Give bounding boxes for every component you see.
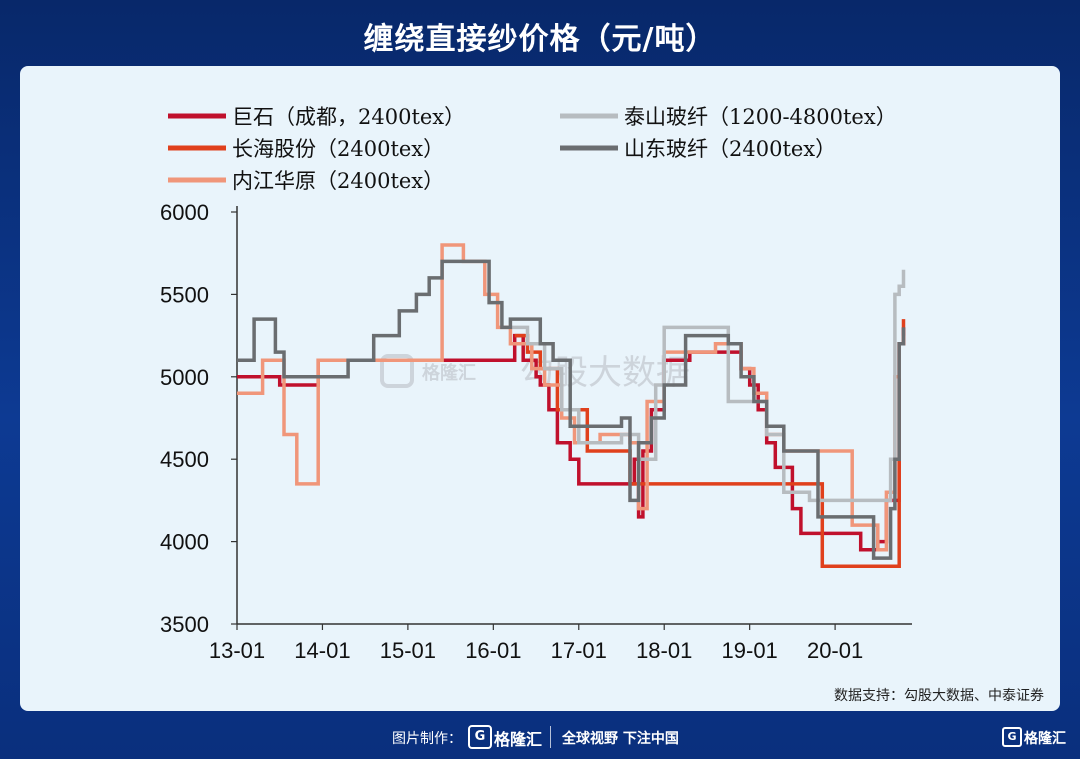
series-line-4	[510, 269, 906, 503]
legend: 巨石（成都，2400tex） 长海股份（2400tex） 内江华原（2400tex）…	[168, 105, 897, 193]
series-line-3	[237, 243, 906, 552]
x-tick-label: 18-01	[636, 638, 692, 663]
x-tick-label: 20-01	[807, 638, 863, 663]
footer: 图片制作： G 格隆汇 全球视野 下注中国 G 格隆汇	[0, 722, 1080, 752]
x-tick-label: 16-01	[465, 638, 521, 663]
legend-label: 内江华原（2400tex）	[232, 169, 444, 193]
y-tick-label: 4000	[160, 530, 209, 555]
footer-divider	[550, 726, 551, 748]
y-tick-label: 5500	[160, 282, 209, 307]
corner-logo-icon: G	[1002, 727, 1022, 747]
footer-brand: 格隆汇	[494, 730, 543, 749]
line-chart: 格隆汇 勾股大数据 巨石（成都，2400tex）长海股份（2400tex）内江华…	[160, 105, 1044, 704]
x-tick-label: 15-01	[380, 638, 436, 663]
x-tick-label: 14-01	[294, 638, 350, 663]
series-lines	[237, 243, 906, 569]
y-tick-label: 6000	[160, 200, 209, 225]
series-line-5	[237, 259, 906, 560]
source-note: 数据支持：勾股大数据、中泰证券	[834, 688, 1044, 704]
chart-panel: 格隆汇 勾股大数据 巨石（成都，2400tex） 长海股份（2400tex） 内江华…	[20, 66, 1060, 711]
x-tick-label: 17-01	[551, 638, 607, 663]
x-tick-label: 19-01	[722, 638, 778, 663]
y-tick-label: 3500	[160, 612, 209, 637]
footer-slogan: 全球视野 下注中国	[562, 731, 679, 747]
footer-logo-icon: G	[468, 725, 492, 749]
y-tick-label: 5000	[160, 365, 209, 390]
series-line-2	[514, 319, 906, 569]
x-tick-label: 13-01	[209, 638, 265, 663]
watermark-brand: 格隆汇	[422, 362, 476, 384]
legend-label: 长海股份（2400tex）	[232, 137, 444, 161]
page-title: 缠绕直接纱价格（元/吨）	[363, 22, 717, 57]
corner-brand: 格隆汇	[1024, 731, 1066, 747]
footer-made-by: 图片制作：	[392, 731, 462, 747]
legend-label: 山东玻纤（2400tex）	[624, 137, 836, 161]
legend-label: 巨石（成都，2400tex）	[232, 105, 465, 129]
legend-label: 泰山玻纤（1200-4800tex）	[624, 105, 897, 129]
watermark-logo-icon	[380, 354, 414, 388]
y-tick-label: 4500	[160, 447, 209, 472]
